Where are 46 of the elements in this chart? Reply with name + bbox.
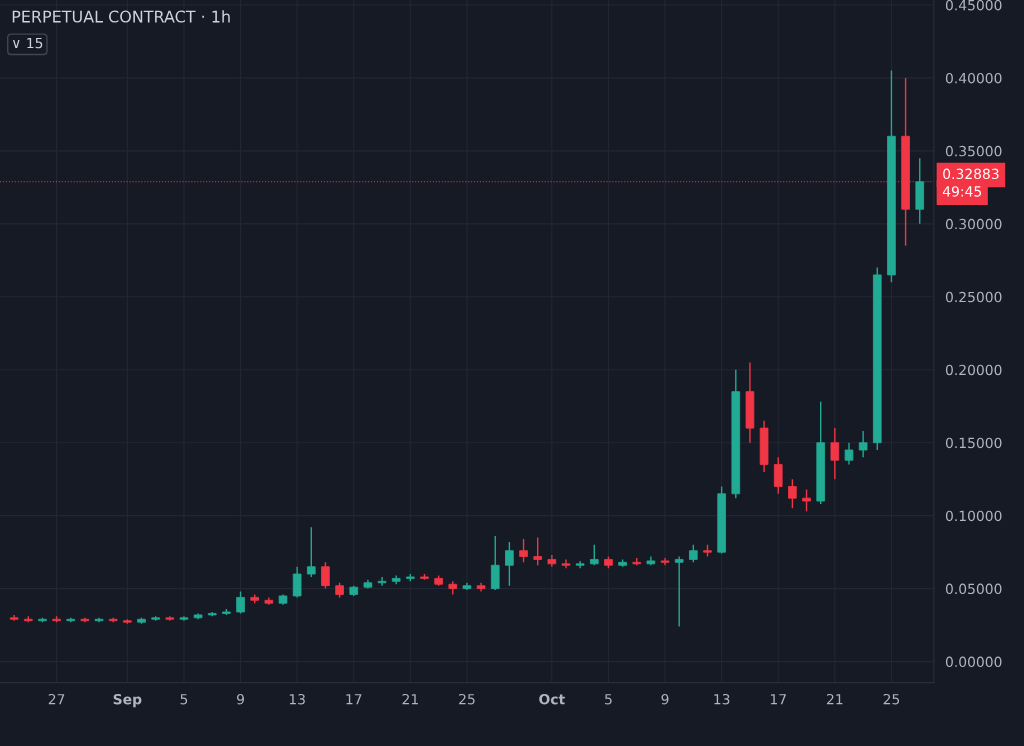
x-tick-label: 21 [827, 693, 843, 705]
x-tick-label: 9 [237, 693, 244, 705]
candlestick [505, 541, 514, 587]
candlestick [306, 526, 316, 578]
x-tick-label: 25 [883, 693, 900, 705]
y-tick-label: 0.00000 [945, 656, 1002, 668]
candlestick [490, 535, 500, 591]
candlestick [533, 536, 542, 566]
y-tick-label: 0.40000 [945, 72, 1002, 84]
candlestick [844, 442, 854, 466]
text: PERPETUAL CONTRACT · 1h [12, 10, 230, 23]
ref-line-label: 0.32883 [943, 168, 999, 180]
candlestick [292, 566, 302, 599]
x-tick-label: 21 [402, 693, 418, 705]
candlestick [674, 555, 684, 628]
text: 49:45 [942, 186, 982, 197]
candlestick [519, 538, 528, 564]
y-tick-label: 0.15000 [945, 437, 1002, 449]
candlestick [858, 430, 868, 458]
candlestick [321, 561, 330, 590]
x-tick-label: 13 [289, 693, 305, 705]
candlestick [788, 478, 797, 510]
candlestick [589, 544, 599, 566]
x-tick-label: 13 [714, 693, 730, 705]
x-tick-label: 5 [605, 694, 612, 705]
x-tick-label: 17 [346, 694, 362, 705]
x-tick-label: Oct [539, 693, 565, 705]
annotation: ∨ 15 [13, 37, 43, 49]
y-tick-label: 0.45000 [945, 0, 1002, 11]
x-tick-label: Sep [113, 693, 142, 708]
candlestick [802, 488, 811, 512]
y-tick-label: 0.30000 [945, 218, 1002, 230]
y-tick-label: 0.20000 [945, 364, 1002, 376]
candlestick [830, 427, 840, 480]
candlestick [377, 576, 387, 587]
y-tick-label: 0.35000 [945, 145, 1002, 157]
y-tick-label: 0.10000 [945, 510, 1002, 522]
x-tick-label: 17 [770, 694, 786, 705]
x-tick-label: 27 [48, 693, 65, 705]
y-tick-label: 0.05000 [945, 583, 1002, 595]
x-tick-label: 5 [180, 694, 188, 705]
candlestick [561, 558, 571, 569]
candlestick [773, 456, 783, 495]
y-tick-label: 0.25000 [945, 291, 1002, 303]
x-tick-label: 25 [459, 693, 475, 705]
x-tick-label: 9 [661, 693, 669, 705]
